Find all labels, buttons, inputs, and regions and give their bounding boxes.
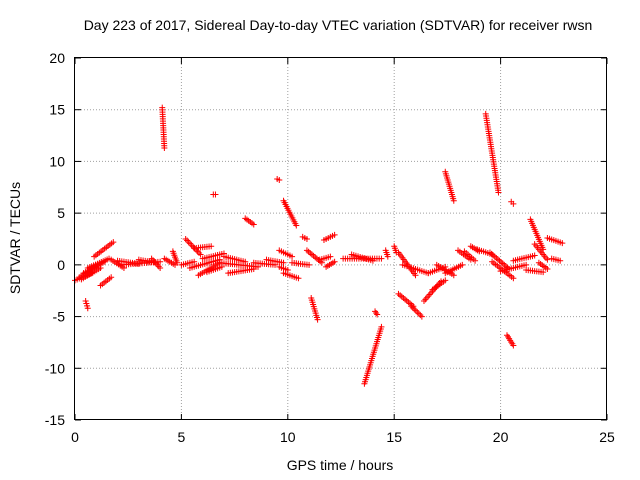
data-point <box>280 259 287 266</box>
data-point <box>84 305 91 312</box>
data-marks <box>72 104 566 387</box>
data-point <box>418 313 425 320</box>
data-point <box>295 275 302 282</box>
y-tick-label: 20 <box>49 50 65 66</box>
data-point <box>242 258 249 265</box>
data-point <box>250 265 257 272</box>
chart-title: Day 223 of 2017, Sidereal Day-to-day VTE… <box>84 17 593 33</box>
data-point <box>276 177 283 184</box>
data-point <box>510 342 517 349</box>
data-point <box>378 255 385 262</box>
plot-frame <box>74 57 607 420</box>
data-point <box>174 259 181 266</box>
data-point <box>544 256 551 263</box>
data-point <box>250 221 257 228</box>
x-tick-label: 10 <box>280 429 296 445</box>
data-point <box>557 257 564 264</box>
data-point <box>108 274 115 281</box>
data-point <box>510 200 517 207</box>
y-tick-label: 0 <box>57 257 65 273</box>
x-tick-label: 25 <box>599 429 615 445</box>
y-tick-label: 10 <box>49 153 65 169</box>
data-point <box>374 311 381 318</box>
data-point <box>208 243 215 250</box>
data-point <box>450 272 457 279</box>
data-point <box>378 323 385 330</box>
x-tick-label: 0 <box>71 429 79 445</box>
data-point <box>197 251 204 258</box>
y-axis-label: SDTVAR / TECUs <box>7 182 23 294</box>
data-point <box>412 272 419 279</box>
data-point <box>303 236 310 242</box>
data-point <box>531 252 538 259</box>
x-axis-label: GPS time / hours <box>287 457 394 473</box>
y-tick-label: 5 <box>57 205 65 221</box>
data-point <box>495 189 502 196</box>
data-point <box>369 257 376 264</box>
data-point <box>472 257 479 264</box>
data-point <box>293 222 300 229</box>
data-point <box>157 258 164 265</box>
data-point <box>110 239 117 246</box>
data-point <box>523 261 530 268</box>
data-point <box>510 275 517 282</box>
data-point <box>459 261 466 268</box>
x-tick-label: 20 <box>493 429 509 445</box>
data-point <box>191 258 198 265</box>
data-point <box>289 253 296 260</box>
data-point <box>327 253 334 260</box>
data-point <box>331 231 338 238</box>
data-point <box>450 197 457 204</box>
data-point <box>161 144 168 151</box>
data-point <box>544 265 551 272</box>
y-tick-label: -15 <box>45 412 65 428</box>
grid <box>75 58 607 420</box>
data-point <box>97 264 104 271</box>
data-point <box>442 277 449 284</box>
x-tick-label: 15 <box>386 429 402 445</box>
data-point <box>559 240 566 247</box>
data-point <box>157 264 164 271</box>
data-point <box>384 253 391 260</box>
data-point <box>540 269 547 276</box>
x-tick-label: 5 <box>178 429 186 445</box>
data-point <box>314 316 321 323</box>
x-axis-ticks: 0 5 10 15 20 25 <box>71 58 615 445</box>
y-tick-label: 15 <box>49 102 65 118</box>
data-point <box>212 191 219 198</box>
data-point <box>306 261 313 268</box>
y-tick-label: -10 <box>45 360 65 376</box>
y-axis-ticks: -15 -10 -5 0 5 10 15 20 <box>45 50 607 428</box>
y-tick-label: -5 <box>53 309 66 325</box>
data-point <box>331 258 338 265</box>
